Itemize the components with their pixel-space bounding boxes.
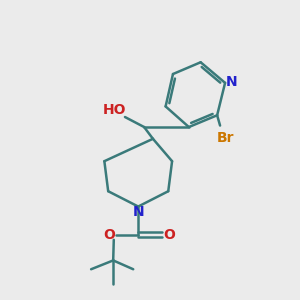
Text: HO: HO xyxy=(102,103,126,117)
Text: N: N xyxy=(226,75,237,89)
Text: O: O xyxy=(163,227,175,242)
Text: N: N xyxy=(132,205,144,219)
Text: O: O xyxy=(104,227,116,242)
Text: Br: Br xyxy=(217,131,235,145)
